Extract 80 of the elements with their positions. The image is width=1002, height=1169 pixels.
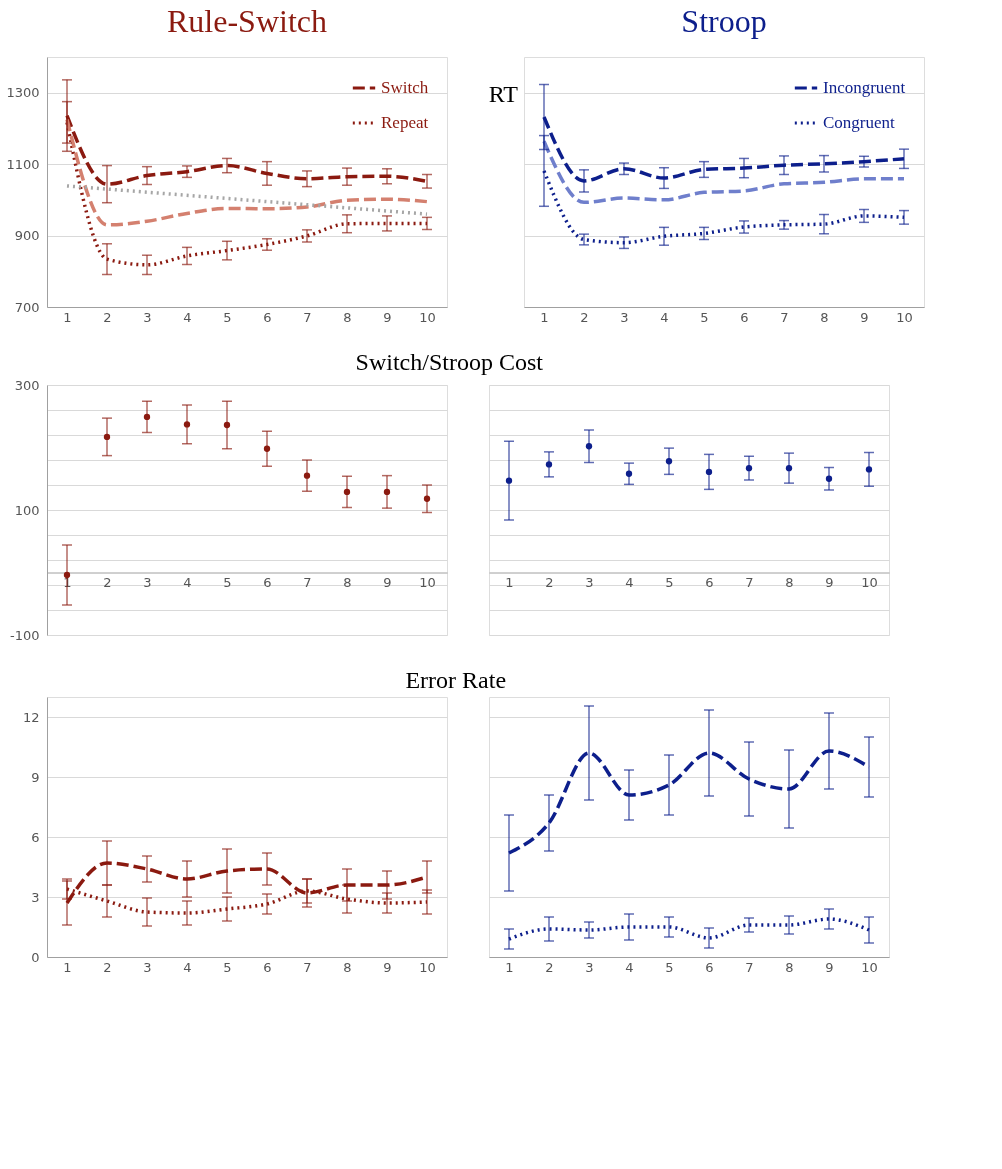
x-tick-label: 1 xyxy=(63,309,72,325)
chart-title: Switch/Stroop Cost xyxy=(355,348,544,375)
x-tick-label: 9 xyxy=(383,575,392,590)
x-tick-label: 1 xyxy=(63,959,72,975)
x-tick-label: 6 xyxy=(263,309,272,325)
x-tick-label: 3 xyxy=(143,309,152,325)
x-tick-label: 9 xyxy=(825,959,834,975)
x-tick-label: 5 xyxy=(665,959,674,975)
x-tick-label: 2 xyxy=(103,309,112,325)
x-tick-label: 8 xyxy=(785,959,794,975)
x-tick-label: 1 xyxy=(540,309,549,325)
x-tick-label: 4 xyxy=(183,575,192,590)
y-tick-label: 3 xyxy=(31,889,40,905)
x-tick-label: 3 xyxy=(143,575,152,590)
x-tick-label: 8 xyxy=(343,309,352,325)
x-tick-label: 3 xyxy=(585,575,594,590)
y-tick-label: 100 xyxy=(14,502,40,518)
x-tick-label: 10 xyxy=(419,309,436,325)
y-tick-label: -100 xyxy=(9,627,40,643)
x-tick-label: 10 xyxy=(861,959,878,975)
x-tick-label: 8 xyxy=(785,575,794,590)
x-tick-label: 5 xyxy=(223,575,232,590)
x-tick-label: 10 xyxy=(419,959,436,975)
x-tick-label: 10 xyxy=(896,309,913,325)
x-tick-label: 5 xyxy=(223,309,232,325)
legend-label: Congruent xyxy=(823,113,896,132)
x-tick-label: 1 xyxy=(505,959,514,975)
x-tick-label: 3 xyxy=(143,959,152,975)
y-tick-label: 1300 xyxy=(6,85,40,101)
y-tick-label: 6 xyxy=(31,829,40,845)
x-tick-label: 2 xyxy=(545,959,554,975)
x-tick-label: 6 xyxy=(263,959,272,975)
legend-label: Switch xyxy=(381,78,429,97)
x-tick-label: 8 xyxy=(820,309,829,325)
x-tick-label: 6 xyxy=(263,575,272,590)
x-tick-label: 5 xyxy=(700,309,709,325)
y-axis-title: RT xyxy=(488,81,519,107)
x-tick-label: 9 xyxy=(825,575,834,590)
x-tick-label: 7 xyxy=(303,959,312,975)
x-tick-label: 6 xyxy=(705,575,714,590)
x-tick-label: 5 xyxy=(223,959,232,975)
x-tick-label: 7 xyxy=(780,309,789,325)
legend-label: Incongruent xyxy=(823,78,906,97)
chart-title: Rule-Switch xyxy=(167,3,327,39)
x-tick-label: 7 xyxy=(745,575,754,590)
x-tick-label: 7 xyxy=(745,959,754,975)
x-tick-label: 9 xyxy=(383,959,392,975)
x-tick-label: 5 xyxy=(665,575,674,590)
x-tick-label: 6 xyxy=(740,309,749,325)
x-tick-label: 10 xyxy=(861,575,878,590)
x-tick-label: 7 xyxy=(303,575,312,590)
x-tick-label: 9 xyxy=(383,309,392,325)
x-tick-label: 2 xyxy=(545,575,554,590)
y-tick-label: 9 xyxy=(31,769,40,785)
x-tick-label: 4 xyxy=(625,575,634,590)
y-tick-label: 700 xyxy=(14,299,40,315)
x-tick-label: 10 xyxy=(419,575,436,590)
x-tick-label: 4 xyxy=(660,309,669,325)
x-tick-label: 2 xyxy=(580,309,589,325)
legend-label: Repeat xyxy=(381,113,429,132)
chart-title: Error Rate xyxy=(405,666,507,693)
chart-title: Stroop xyxy=(681,3,767,39)
x-tick-label: 3 xyxy=(620,309,629,325)
x-tick-label: 8 xyxy=(343,575,352,590)
x-tick-label: 1 xyxy=(505,575,514,590)
y-tick-label: 900 xyxy=(14,228,40,244)
x-tick-label: 7 xyxy=(303,309,312,325)
y-tick-label: 1100 xyxy=(6,156,40,172)
x-tick-label: 9 xyxy=(860,309,869,325)
x-tick-label: 2 xyxy=(103,575,112,590)
y-tick-label: 0 xyxy=(31,949,40,965)
x-tick-label: 4 xyxy=(183,309,192,325)
x-tick-label: 3 xyxy=(585,959,594,975)
x-tick-label: 6 xyxy=(705,959,714,975)
x-tick-label: 4 xyxy=(625,959,634,975)
x-tick-label: 4 xyxy=(183,959,192,975)
x-tick-label: 2 xyxy=(103,959,112,975)
y-tick-label: 300 xyxy=(14,377,40,393)
x-tick-label: 8 xyxy=(343,959,352,975)
y-tick-label: 12 xyxy=(22,709,40,725)
